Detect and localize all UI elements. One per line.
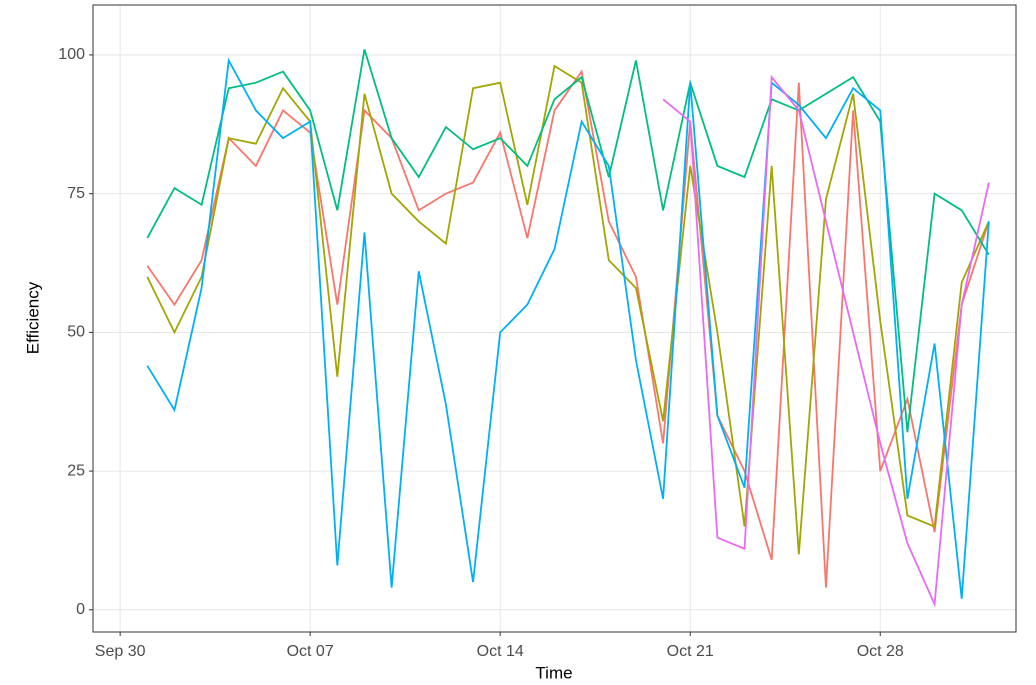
x-tick-label: Sep 30 — [95, 643, 146, 660]
x-axis-title: Time — [535, 663, 572, 682]
y-tick-label: 0 — [76, 601, 85, 618]
y-tick-label: 50 — [67, 324, 85, 341]
series-line — [146, 57, 990, 599]
y-tick-label: 100 — [58, 46, 85, 63]
y-tick-label: 75 — [67, 185, 85, 202]
panel-border — [92, 4, 1017, 633]
x-tick-label: Oct 21 — [667, 643, 714, 660]
x-tick-label: Oct 14 — [477, 643, 524, 660]
series-line — [146, 69, 990, 588]
x-tick-label: Oct 28 — [857, 643, 904, 660]
x-tick-label: Oct 07 — [287, 643, 334, 660]
series-line — [146, 49, 990, 433]
series-line — [662, 74, 990, 608]
y-tick-label: 25 — [67, 462, 85, 479]
series-line — [146, 64, 990, 555]
y-axis-title: Efficiency — [23, 281, 42, 354]
